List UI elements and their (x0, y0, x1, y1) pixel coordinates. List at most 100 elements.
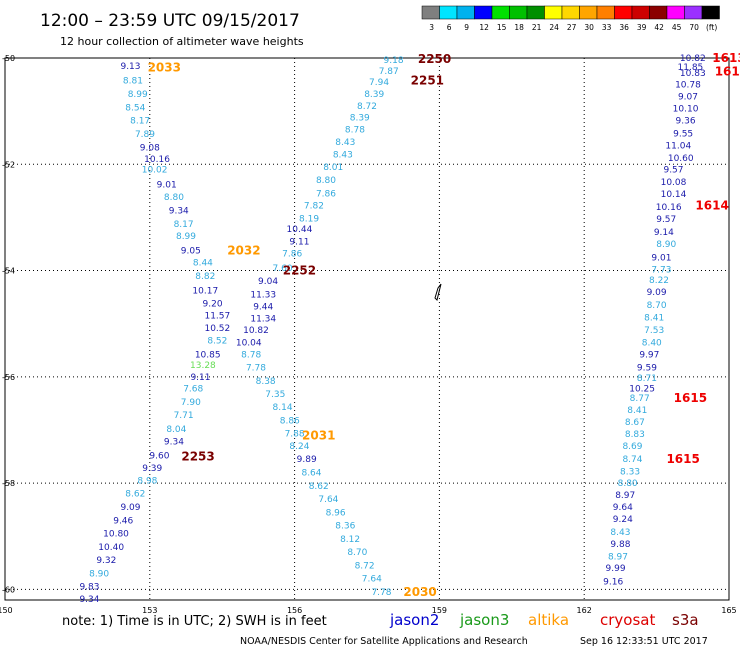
x-tick-label: 165 (721, 606, 736, 615)
colorbar-label: 12 (479, 23, 489, 32)
wave-height-label: 10.60 (668, 154, 694, 164)
wave-height-label: 9.09 (647, 288, 667, 298)
colorbar-label: 45 (672, 23, 682, 32)
wave-height-label: 8.82 (195, 272, 215, 282)
wave-height-label: 7.35 (265, 390, 285, 400)
wave-height-label: 8.72 (357, 102, 377, 112)
wave-height-label: 8.24 (289, 442, 309, 452)
wave-height-label: 10.08 (661, 178, 687, 188)
wave-height-label: 11.85 (678, 63, 704, 73)
wave-height-label: 8.01 (323, 163, 343, 173)
wave-height-label: 9.83 (79, 583, 99, 593)
pass-time-label: 2033 (148, 61, 181, 75)
colorbar-swatch (649, 5, 668, 20)
wave-height-label: 8.69 (622, 442, 642, 452)
wave-height-label: 8.52 (207, 337, 227, 347)
wave-height-label: 9.57 (663, 166, 683, 176)
island-outline (434, 283, 442, 301)
wave-height-label: 10.02 (142, 166, 168, 176)
wave-height-label: 8.54 (125, 103, 145, 113)
colorbar-swatch (701, 5, 720, 20)
wave-height-label: 7.88 (285, 430, 305, 440)
wave-height-label: 7.73 (651, 265, 671, 275)
wave-height-label: 9.24 (613, 515, 633, 525)
pass-time-label: 2252 (283, 264, 316, 278)
wave-height-label: 9.97 (639, 351, 659, 361)
wave-height-label: 9.59 (637, 363, 657, 373)
wave-height-label: 9.88 (610, 540, 630, 550)
wave-height-label: 10.40 (98, 543, 124, 553)
wave-height-label: 8.17 (130, 117, 150, 127)
legend-altika: altika (528, 611, 569, 629)
wave-height-label: 9.20 (203, 299, 223, 309)
wave-height-label: 11.34 (250, 314, 276, 324)
wave-height-label: 8.78 (345, 126, 365, 136)
grid-lines (5, 58, 729, 600)
wave-height-label: 10.10 (673, 104, 699, 114)
y-tick-label: -54 (2, 267, 15, 276)
wave-height-label: 10.80 (103, 530, 129, 540)
wave-height-label: 9.14 (654, 228, 674, 238)
colorbar-label: 24 (549, 23, 559, 32)
wave-height-label: 9.08 (140, 143, 160, 153)
y-tick-label: -50 (2, 54, 15, 63)
wave-height-label: 10.14 (661, 190, 687, 200)
colorbar-label: 15 (497, 23, 507, 32)
wave-height-label: 8.78 (241, 351, 261, 361)
wave-height-label: 9.09 (120, 503, 140, 513)
colorbar-label: 42 (654, 23, 664, 32)
wave-height-label: 7.82 (304, 202, 324, 212)
wave-height-label: 9.89 (297, 455, 317, 465)
wave-height-label: 8.96 (326, 508, 346, 518)
pass-time-label: 2250 (418, 52, 451, 66)
x-tick-label: 156 (287, 606, 302, 615)
pass-time-label: 2253 (181, 450, 214, 464)
wave-height-label: 8.38 (256, 377, 276, 387)
wave-height-label: 10.78 (675, 81, 701, 91)
colorbar-swatch (544, 5, 563, 20)
pass-time-label: 1613 (712, 51, 740, 65)
wave-height-label: 8.70 (347, 548, 367, 558)
colorbar-swatch (421, 5, 440, 20)
wave-height-label: 9.11 (289, 237, 309, 247)
wave-height-label: 8.41 (644, 313, 664, 323)
wave-height-label: 10.82 (680, 54, 706, 64)
track-2031: 9.187.877.94 8.39 8.72 8.39 8.78 8.43 8.43 8.01… (236, 56, 404, 598)
colorbar-label: 18 (514, 23, 524, 32)
colorbar-swatch (666, 5, 685, 20)
colorbar-swatch (456, 5, 475, 20)
colorbar-swatch (526, 5, 545, 20)
wave-height-label: 8.41 (627, 406, 647, 416)
wave-height-label: 9.60 (149, 451, 169, 461)
wave-height-label: 9.01 (157, 180, 177, 190)
map-subtitle: 12 hour collection of altimeter wave hei… (60, 35, 304, 48)
colorbar-swatch (509, 5, 528, 20)
x-tick-label: 153 (142, 606, 157, 615)
legend-s3a: s3a (672, 611, 699, 629)
colorbar-label: 39 (637, 23, 647, 32)
wave-height-label: 8.62 (309, 482, 329, 492)
x-tick-label: 159 (432, 606, 447, 615)
wave-height-label: 8.86 (280, 416, 300, 426)
wave-height-label: 8.70 (647, 301, 667, 311)
wave-height-label: 8.67 (625, 418, 645, 428)
colorbar-swatch (684, 5, 703, 20)
colorbar-label: 33 (602, 23, 612, 32)
wave-height-label: 8.98 (137, 476, 157, 486)
x-tick-label: 162 (577, 606, 592, 615)
wave-height-label: 7.86 (316, 190, 336, 200)
wave-height-label: 8.14 (273, 403, 293, 413)
colorbar-swatch (491, 5, 510, 20)
wave-height-label: 9.01 (651, 253, 671, 263)
wave-height-label: 11.33 (250, 290, 276, 300)
wave-height-label: 9.55 (673, 129, 693, 139)
wave-height-label: 9.34 (169, 207, 189, 217)
wave-height-label: 8.97 (608, 552, 628, 562)
wave-height-label: 8.22 (649, 276, 669, 286)
pass-time-labels: 2250 2251 2033 2032 2252 2253 2031 2030 16131613… (148, 51, 740, 599)
wave-height-label: 7.68 (183, 385, 203, 395)
colorbar-swatch (439, 5, 458, 20)
wave-height-label: 8.12 (340, 535, 360, 545)
